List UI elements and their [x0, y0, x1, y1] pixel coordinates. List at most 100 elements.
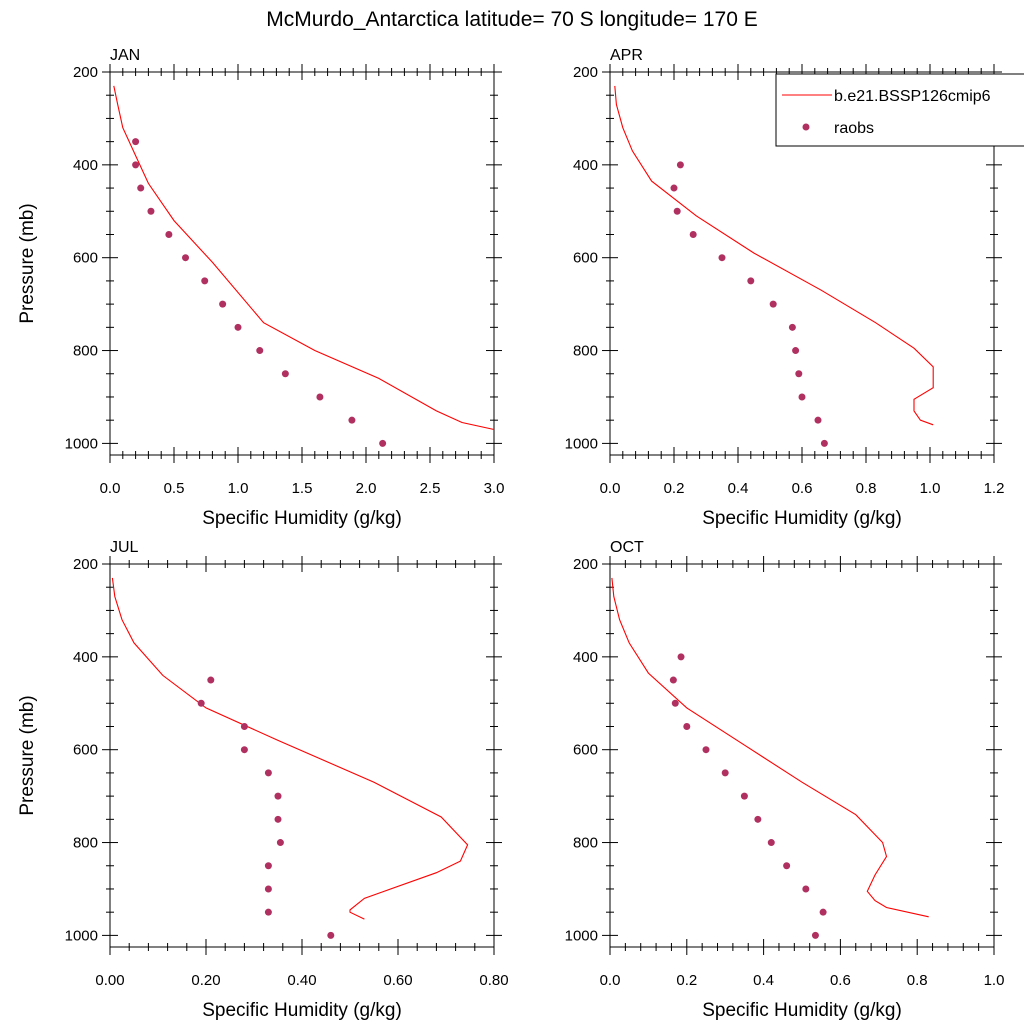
raobs-point — [740, 792, 748, 800]
raobs-point — [276, 839, 284, 847]
xtick-label: 0.80 — [479, 972, 508, 989]
raobs-point — [197, 699, 205, 707]
raobs-point — [132, 138, 140, 146]
raobs-point — [670, 184, 678, 192]
legend-obs-label: raobs — [834, 120, 874, 137]
y-axis-label-jul: Pressure (mb) — [17, 695, 38, 815]
raobs-point — [673, 207, 681, 215]
raobs-point — [132, 161, 140, 169]
raobs-point — [327, 931, 335, 939]
xtick-label: 0.8 — [856, 480, 877, 497]
ytick-label: 800 — [573, 835, 598, 852]
panel-apr: APR 200 400 600 800 1000 0.0 0.2 0.4 0.6 0.8 1.0 1.2… — [565, 47, 1005, 529]
ytick-label: 600 — [573, 742, 598, 759]
panel-oct: OCT 200 400 600 800 1000 0.0 0.2 0.4 0.6 0.8 1.0 Spe… — [565, 539, 1005, 1021]
raobs-point — [783, 862, 791, 870]
raobs-point — [677, 653, 685, 661]
plot-frame-jan — [109, 71, 495, 456]
model-line-jan — [113, 85, 495, 431]
raobs-point — [348, 416, 356, 424]
raobs-point — [795, 370, 803, 378]
raobs-point — [671, 699, 679, 707]
raobs-point — [379, 439, 387, 447]
xtick-label: 0.4 — [728, 480, 749, 497]
raobs-point — [676, 161, 684, 169]
xtick-label: 0.5 — [164, 480, 185, 497]
xtick-label: 0.2 — [676, 972, 697, 989]
raobs-point — [802, 885, 810, 893]
raobs-point — [207, 676, 215, 684]
ytick-label: 200 — [73, 556, 98, 573]
raobs-point — [788, 323, 796, 331]
panel-title-jul: JUL — [110, 539, 139, 556]
raobs-point — [256, 347, 264, 355]
raobs-point — [702, 746, 710, 754]
raobs-point — [234, 323, 242, 331]
ytick-label: 1000 — [65, 927, 98, 944]
raobs-point — [769, 300, 777, 308]
panel-title-jan: JAN — [110, 47, 140, 64]
raobs-point — [274, 792, 282, 800]
raobs-point — [165, 230, 173, 238]
ytick-label: 800 — [73, 343, 98, 360]
xtick-label: 0.00 — [95, 972, 124, 989]
raobs-point — [264, 862, 272, 870]
xtick-label: 1.0 — [228, 480, 249, 497]
panel-jul: JUL 200 400 600 800 1000 0.00 0.20 0.40 0.60 0.80 S… — [17, 539, 509, 1021]
raobs-point — [281, 370, 289, 378]
ytick-label: 200 — [73, 64, 98, 81]
raobs-point — [819, 908, 827, 916]
panel-title-oct: OCT — [610, 539, 644, 556]
ytick-label: 400 — [73, 649, 98, 666]
xtick-label: 0.6 — [830, 972, 851, 989]
x-axis-label-apr: Specific Humidity (g/kg) — [702, 508, 902, 529]
xtick-label: 2.0 — [356, 480, 377, 497]
xtick-label: 3.0 — [484, 480, 505, 497]
raobs-point — [264, 769, 272, 777]
model-line-oct — [611, 577, 929, 918]
ytick-label: 1000 — [565, 435, 598, 452]
ytick-label: 800 — [73, 835, 98, 852]
raobs-point — [689, 230, 697, 238]
raobs-point — [792, 347, 800, 355]
legend-obs-swatch — [802, 123, 810, 131]
model-line-jul — [111, 577, 469, 920]
legend-box — [775, 73, 1024, 147]
xtick-label: 2.5 — [420, 480, 441, 497]
legend: b.e21.BSSP126cmip6 raobs — [775, 73, 1024, 147]
x-axis-label-jul: Specific Humidity (g/kg) — [202, 1000, 402, 1021]
raobs-point — [747, 277, 755, 285]
xtick-label: 0.0 — [600, 480, 621, 497]
ytick-label: 200 — [573, 64, 598, 81]
xtick-label: 1.0 — [984, 972, 1005, 989]
ytick-label: 1000 — [565, 927, 598, 944]
raobs-point — [811, 931, 819, 939]
plot-frame-oct — [609, 563, 995, 948]
raobs-point — [182, 254, 190, 262]
xtick-label: 0.6 — [792, 480, 813, 497]
ytick-label: 600 — [573, 250, 598, 267]
x-axis-label-oct: Specific Humidity (g/kg) — [702, 1000, 902, 1021]
legend-model-label: b.e21.BSSP126cmip6 — [834, 88, 991, 105]
raobs-point — [240, 722, 248, 730]
raobs-point — [137, 184, 145, 192]
xtick-label: 0.4 — [753, 972, 774, 989]
raobs-point — [669, 676, 677, 684]
figure-title: McMurdo_Antarctica latitude= 70 S longit… — [266, 8, 757, 31]
xtick-label: 1.0 — [920, 480, 941, 497]
raobs-point — [683, 722, 691, 730]
xtick-label: 0.2 — [664, 480, 685, 497]
raobs-point — [147, 207, 155, 215]
ytick-label: 400 — [573, 649, 598, 666]
panels: JAN 200 400 600 800 1000 0.0 0.5 1.0 1.5 2.0 2.5 3.0… — [17, 47, 1004, 1021]
panel-jan: JAN 200 400 600 800 1000 0.0 0.5 1.0 1.5 2.0 2.5 3.0… — [17, 47, 504, 529]
raobs-point — [798, 393, 806, 401]
xtick-label: 0.8 — [907, 972, 928, 989]
ytick-label: 1000 — [65, 435, 98, 452]
raobs-point — [316, 393, 324, 401]
raobs-point — [274, 815, 282, 823]
raobs-point — [201, 277, 209, 285]
raobs-point — [721, 769, 729, 777]
model-line-apr — [614, 85, 934, 426]
panel-title-apr: APR — [610, 47, 643, 64]
